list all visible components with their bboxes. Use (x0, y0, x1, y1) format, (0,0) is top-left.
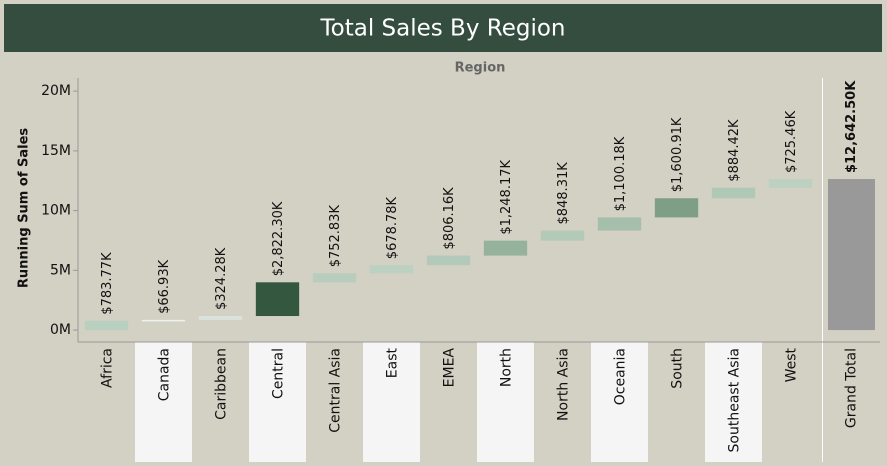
bar (141, 319, 186, 322)
x-tick-label: North (499, 348, 515, 387)
value-label: $324.28K (214, 247, 229, 310)
y-tick-label: 20M (41, 83, 71, 99)
x-tick-label: North Asia (556, 348, 572, 421)
bar (483, 240, 528, 256)
x-tick-label: Grand Total (844, 348, 860, 428)
y-tick-label: 15M (41, 143, 71, 159)
label-band (420, 342, 477, 462)
total-band (822, 78, 823, 462)
y-axis-title: Running Sum of Sales (17, 128, 32, 289)
label-band (762, 342, 819, 462)
bar (768, 179, 813, 188)
label-band (249, 342, 306, 462)
value-label: $678.78K (385, 196, 400, 259)
value-label: $752.83K (328, 205, 343, 268)
value-label: $1,100.18K (613, 136, 628, 211)
value-label: $725.46K (784, 110, 799, 173)
x-tick-label: East (385, 348, 401, 379)
header: Region (455, 61, 506, 76)
value-label: $806.16K (442, 187, 457, 250)
x-tick-label: Southeast Asia (727, 348, 743, 452)
bar (597, 217, 642, 231)
chart-title: Total Sales By Region (320, 16, 566, 42)
bar (654, 198, 699, 218)
y-tick-label: 10M (41, 203, 71, 219)
label-band (648, 342, 705, 462)
label-band (534, 342, 591, 462)
label-band (705, 342, 762, 462)
x-tick-label: Oceania (613, 348, 629, 405)
title-bar (4, 4, 882, 52)
value-label: $12,642.50K (844, 80, 859, 173)
bar (828, 179, 875, 331)
bar (255, 282, 300, 317)
x-tick-label: Canada (157, 348, 173, 401)
value-label: $783.77K (100, 252, 115, 315)
x-tick-label: Africa (100, 348, 116, 388)
bar (711, 187, 756, 199)
value-label: $2,822.30K (271, 201, 286, 276)
value-label: $1,600.91K (670, 117, 685, 192)
bar (540, 230, 585, 241)
label-band (78, 342, 135, 462)
bar (312, 273, 357, 283)
bar (369, 265, 414, 274)
x-tick-label: Central Asia (328, 348, 344, 433)
value-label: $66.93K (157, 259, 172, 313)
bar (426, 255, 471, 266)
x-tick-label: West (784, 347, 800, 382)
x-tick-label: South (670, 348, 686, 389)
value-label: $848.31K (556, 162, 571, 225)
label-band (306, 342, 363, 462)
label-band (135, 342, 192, 462)
x-tick-label: Caribbean (214, 348, 230, 420)
label-band (192, 342, 249, 462)
x-tick-label: EMEA (442, 348, 458, 388)
bar (84, 320, 129, 331)
value-label: $1,248.17K (499, 160, 514, 235)
label-band (477, 342, 534, 462)
value-label: $884.42K (727, 119, 742, 182)
y-tick-label: 5M (50, 262, 71, 278)
label-band (591, 342, 648, 462)
y-tick-label: 0M (50, 322, 71, 338)
label-band (363, 342, 420, 462)
bar (198, 316, 243, 320)
x-tick-label: Central (271, 348, 287, 399)
